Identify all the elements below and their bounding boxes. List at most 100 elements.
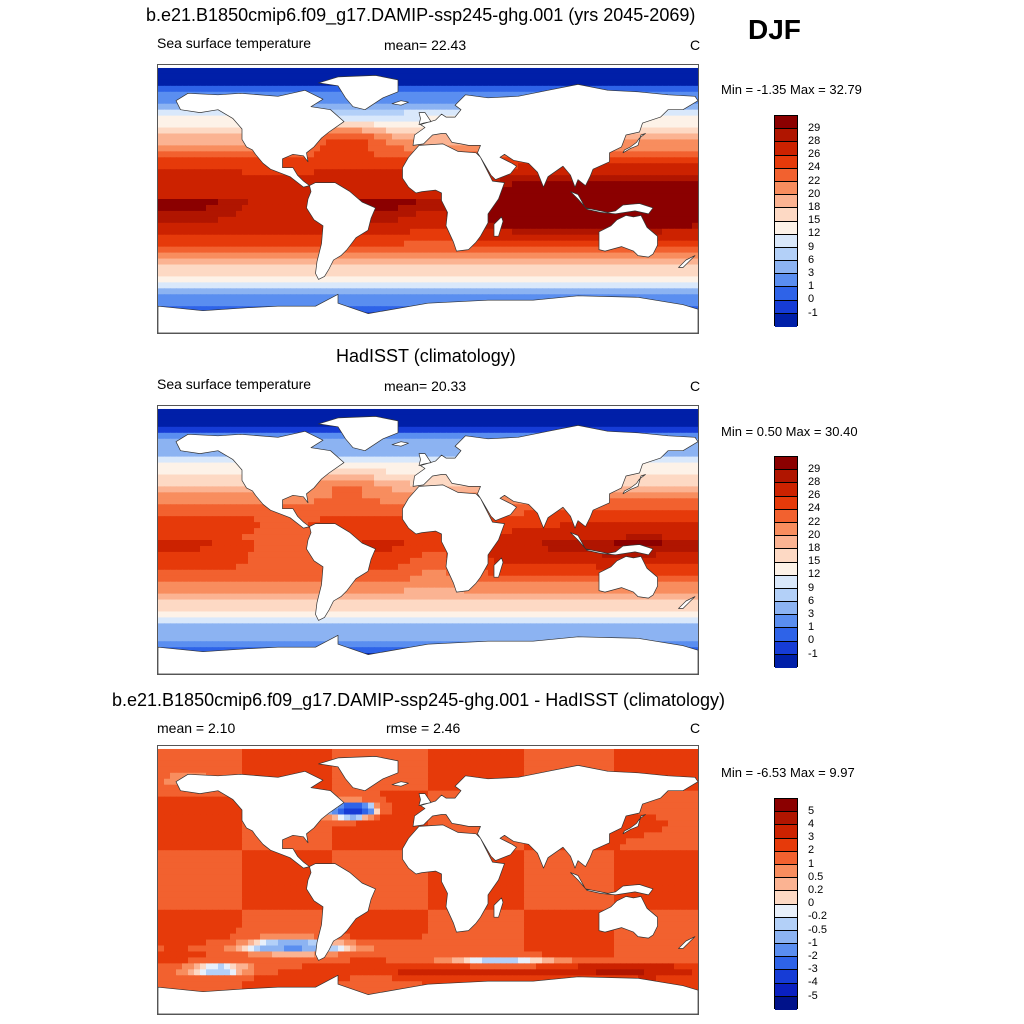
field-cell bbox=[662, 67, 669, 75]
field-cell bbox=[602, 175, 609, 182]
field-cell bbox=[392, 246, 399, 254]
field-cell bbox=[158, 79, 165, 87]
field-cell bbox=[212, 73, 219, 81]
field-cell bbox=[620, 193, 627, 200]
field-cell bbox=[344, 175, 351, 182]
field-cell bbox=[662, 264, 669, 272]
field-cell bbox=[650, 204, 657, 212]
field-cell bbox=[302, 210, 309, 218]
field-cell bbox=[236, 145, 243, 152]
field-cell bbox=[200, 282, 207, 289]
field-cell bbox=[536, 210, 543, 218]
field-cell bbox=[350, 187, 357, 194]
field-cell bbox=[308, 282, 315, 289]
field-cell bbox=[590, 73, 597, 81]
colorbar-tick-label: 9 bbox=[808, 240, 815, 253]
field-cell bbox=[182, 175, 189, 182]
field-cell bbox=[650, 270, 657, 278]
field-cell bbox=[398, 420, 405, 428]
field-cell bbox=[194, 426, 201, 434]
field-cell bbox=[212, 426, 219, 434]
field-cell bbox=[302, 157, 309, 164]
field-cell bbox=[320, 432, 327, 440]
field-cell bbox=[422, 426, 429, 434]
field-cell bbox=[266, 234, 273, 242]
field-cell bbox=[158, 73, 165, 81]
field-cell bbox=[296, 282, 303, 289]
field-cell bbox=[392, 73, 399, 81]
field-cell bbox=[536, 288, 543, 295]
field-cell bbox=[200, 139, 207, 146]
field-cell bbox=[530, 252, 537, 260]
field-cell bbox=[428, 456, 435, 464]
field-cell bbox=[314, 91, 321, 99]
field-cell bbox=[368, 456, 375, 464]
field-cell bbox=[446, 438, 453, 446]
field-cell bbox=[512, 85, 519, 93]
field-cell bbox=[668, 139, 675, 146]
field-cell bbox=[224, 414, 231, 422]
field-cell bbox=[362, 67, 369, 75]
field-cell bbox=[656, 276, 663, 283]
field-cell bbox=[224, 210, 231, 218]
field-cell bbox=[422, 252, 429, 260]
field-cell bbox=[170, 79, 177, 87]
field-cell bbox=[644, 145, 651, 152]
field-cell bbox=[584, 246, 591, 254]
field-cell bbox=[524, 252, 531, 260]
field-cell bbox=[332, 426, 339, 434]
field-cell bbox=[602, 181, 609, 188]
field-cell bbox=[674, 169, 681, 176]
panel-1-minmax: Min = -1.35 Max = 32.79 bbox=[721, 82, 862, 97]
field-cell bbox=[410, 103, 417, 111]
field-cell bbox=[692, 264, 698, 272]
field-cell bbox=[428, 264, 435, 272]
field-cell bbox=[164, 222, 171, 230]
field-cell bbox=[188, 115, 195, 123]
field-cell bbox=[320, 480, 327, 487]
field-cell bbox=[176, 258, 183, 266]
field-cell bbox=[344, 103, 351, 111]
field-cell bbox=[158, 91, 165, 99]
field-cell bbox=[410, 193, 417, 200]
field-cell bbox=[644, 288, 651, 295]
field-cell bbox=[188, 210, 195, 218]
field-cell bbox=[164, 163, 171, 170]
field-cell bbox=[170, 270, 177, 278]
field-cell bbox=[194, 193, 201, 200]
field-cell bbox=[218, 79, 225, 87]
field-cell bbox=[344, 109, 351, 117]
field-cell bbox=[266, 270, 273, 278]
field-cell bbox=[428, 79, 435, 87]
field-cell bbox=[566, 264, 573, 272]
field-cell bbox=[470, 264, 477, 272]
field-cell bbox=[434, 234, 441, 242]
field-cell bbox=[476, 420, 483, 428]
field-cell bbox=[278, 181, 285, 188]
field-cell bbox=[242, 288, 249, 295]
field-cell bbox=[410, 121, 417, 129]
field-cell bbox=[254, 426, 261, 434]
field-cell bbox=[302, 246, 309, 254]
field-cell bbox=[248, 193, 255, 200]
field-cell bbox=[680, 133, 687, 141]
field-cell bbox=[338, 450, 345, 458]
field-cell bbox=[212, 163, 219, 170]
field-cell bbox=[404, 456, 411, 464]
field-cell bbox=[500, 210, 507, 218]
field-cell bbox=[530, 288, 537, 295]
field-cell bbox=[512, 228, 519, 236]
field-cell bbox=[230, 234, 237, 242]
field-cell bbox=[692, 450, 698, 458]
field-cell bbox=[560, 252, 567, 260]
field-cell bbox=[680, 294, 687, 301]
field-cell bbox=[542, 246, 549, 254]
field-cell bbox=[260, 414, 267, 422]
field-cell bbox=[506, 270, 513, 278]
field-cell bbox=[398, 246, 405, 254]
field-cell bbox=[458, 258, 465, 266]
field-cell bbox=[272, 282, 279, 289]
field-cell bbox=[200, 240, 207, 248]
field-cell bbox=[230, 187, 237, 194]
field-cell bbox=[350, 169, 357, 176]
